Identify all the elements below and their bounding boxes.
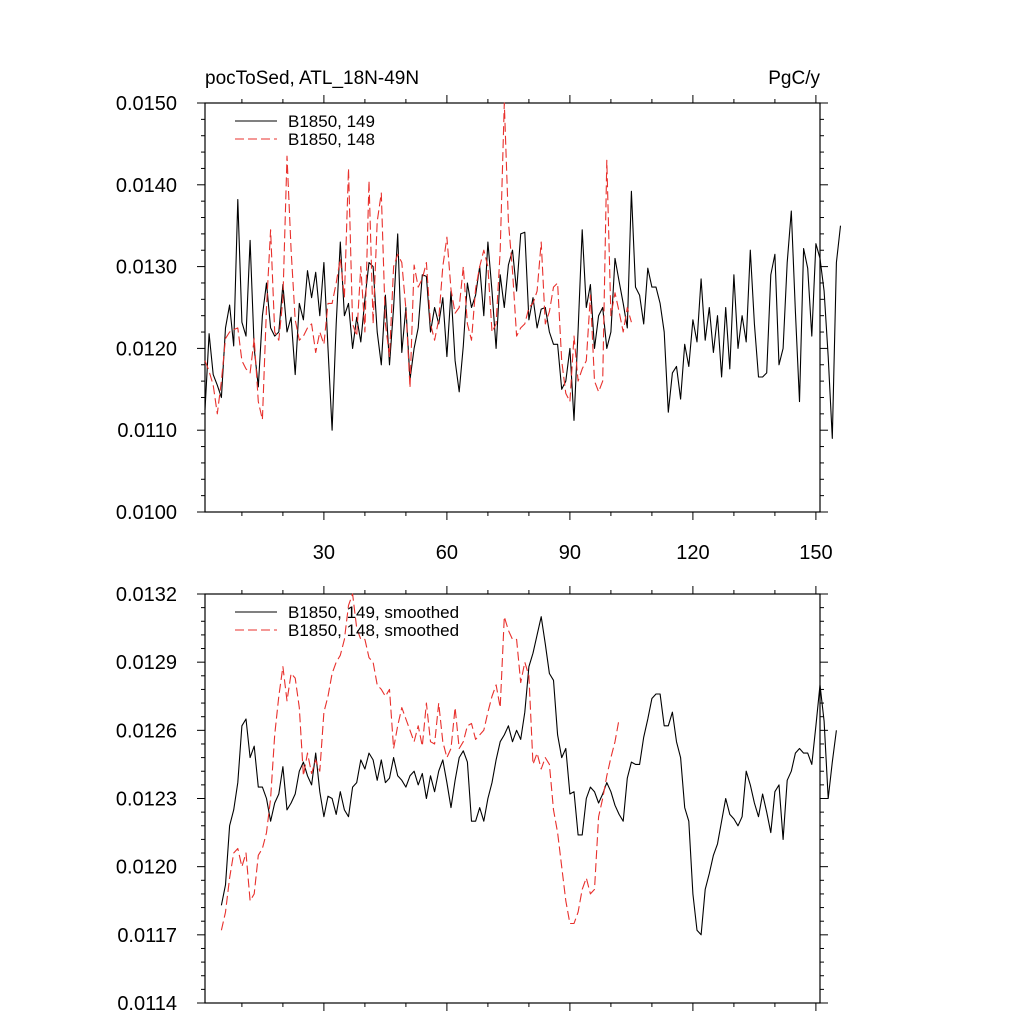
bottom-ytick-label: 0.0126: [116, 720, 177, 742]
top-series-lines: [204, 102, 842, 439]
top-xtick-label: 150: [799, 542, 832, 564]
top-panel: pocToSed, ATL_18N-49N PgC/y 0.0100 0.0110…: [116, 68, 842, 564]
top-plot-frame: [204, 102, 821, 513]
bottom-ytick-label: 0.0129: [116, 652, 177, 674]
top-ytick-label: 0.0120: [116, 338, 177, 360]
bottom-series-lines: [220, 593, 837, 936]
top-xtick-label: 60: [436, 542, 458, 564]
top-chart-title: pocToSed, ATL_18N-49N: [205, 68, 419, 89]
bottom-plot-frame: [204, 593, 821, 1004]
bottom-ytick-label: 0.0120: [116, 857, 177, 879]
bottom-ytick-label: 0.0132: [116, 584, 177, 606]
bottom-legend-label-2: B1850, 148, smoothed: [288, 621, 459, 640]
top-series-line-2: [204, 102, 632, 421]
bottom-series-line-1: [220, 616, 837, 936]
bottom-ytick-label: 0.0123: [116, 789, 177, 811]
top-ytick-label: 0.0110: [117, 420, 177, 442]
bottom-ytick-label: 0.0117: [117, 925, 177, 947]
top-series-line-1: [204, 190, 842, 439]
top-xtick-label: 30: [313, 542, 335, 564]
top-legend-label-2: B1850, 148: [288, 130, 375, 149]
bottom-ytick-label: 0.0114: [117, 993, 177, 1015]
bottom-series-line-2: [220, 593, 620, 931]
top-axis-ticks: 0.0100 0.0110 0.0120 0.0130 0.0140 0.0150 30 60…: [116, 93, 833, 564]
units-label: PgC/y: [768, 68, 820, 89]
top-legend-label-1: B1850, 149: [288, 112, 375, 131]
bottom-axis-ticks: 0.0114 0.0117 0.0120 0.0123 0.0126 0.0129 0.01…: [116, 584, 828, 1015]
bottom-panel: 0.0114 0.0117 0.0120 0.0123 0.0126 0.0129 0.01…: [116, 584, 837, 1015]
top-xtick-label: 120: [676, 542, 709, 564]
top-ytick-label: 0.0140: [116, 175, 177, 197]
top-ytick-label: 0.0150: [116, 93, 177, 115]
top-xtick-label: 90: [559, 542, 581, 564]
bottom-legend-label-1: B1850, 149, smoothed: [288, 603, 459, 622]
top-ytick-label: 0.0100: [116, 502, 177, 524]
top-ytick-label: 0.0130: [116, 257, 177, 279]
